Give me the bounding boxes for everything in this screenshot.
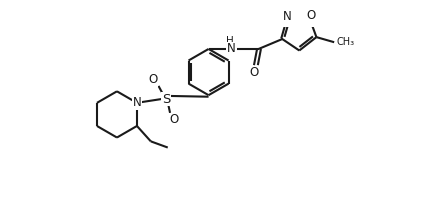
Text: S: S (162, 93, 170, 105)
Text: CH₃: CH₃ (336, 37, 354, 47)
Text: O: O (306, 10, 315, 22)
Text: N: N (283, 10, 292, 23)
Text: O: O (149, 73, 158, 86)
Text: N: N (133, 96, 141, 109)
Text: N: N (227, 42, 236, 56)
Text: O: O (249, 66, 259, 79)
Text: H: H (226, 36, 234, 46)
Text: O: O (169, 113, 179, 126)
